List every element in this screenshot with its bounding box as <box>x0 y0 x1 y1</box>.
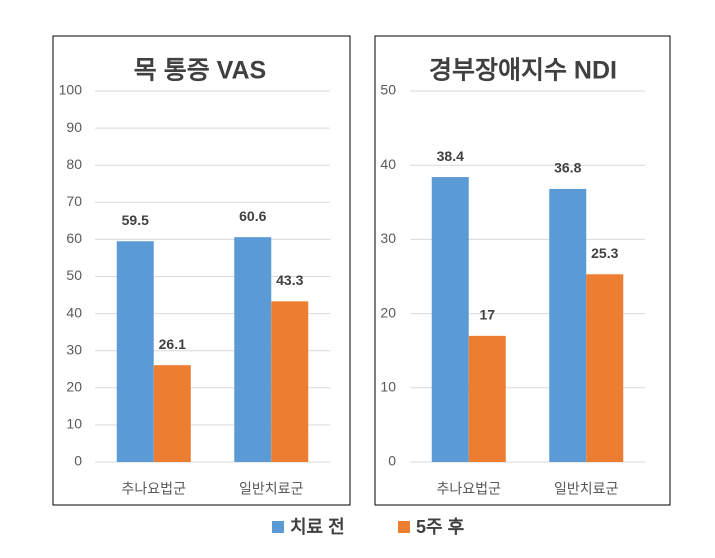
y-tick-label: 20 <box>380 304 396 320</box>
value-label: 26.1 <box>159 336 186 352</box>
bar <box>116 241 154 462</box>
y-tick-label: 30 <box>380 230 396 246</box>
bar <box>431 177 469 462</box>
bar <box>549 188 587 462</box>
bar <box>153 365 191 462</box>
y-tick-label: 100 <box>59 82 83 98</box>
y-tick-label: 20 <box>66 379 82 395</box>
y-tick-label: 0 <box>388 453 396 469</box>
legend-swatch <box>272 521 284 533</box>
x-tick-label: 일반치료군 <box>554 481 619 497</box>
bar <box>271 301 309 462</box>
y-tick-label: 50 <box>66 267 82 283</box>
x-tick-label: 추나요법군 <box>122 481 187 497</box>
value-label: 25.3 <box>591 245 618 261</box>
y-tick-label: 60 <box>66 230 82 246</box>
y-tick-label: 80 <box>66 156 82 172</box>
panel <box>374 35 671 506</box>
value-label: 38.4 <box>437 148 464 164</box>
value-label: 43.3 <box>276 272 303 288</box>
y-tick-label: 50 <box>380 82 396 98</box>
y-tick-label: 90 <box>66 119 82 135</box>
bar <box>468 335 506 462</box>
x-tick-label: 추나요법군 <box>437 481 502 497</box>
legend-swatch <box>398 521 410 533</box>
x-tick-label: 일반치료군 <box>239 481 304 497</box>
legend-label: 5주 후 <box>416 517 464 537</box>
value-label: 59.5 <box>122 212 149 228</box>
value-label: 17 <box>479 307 495 323</box>
legend-label: 치료 전 <box>290 517 345 537</box>
chart-title: 경부장애지수 NDI <box>429 57 617 85</box>
bar <box>234 237 272 462</box>
bar <box>586 274 624 462</box>
value-label: 60.6 <box>239 208 266 224</box>
y-tick-label: 70 <box>66 193 82 209</box>
chart-title: 목 통증 VAS <box>134 57 266 85</box>
y-tick-label: 10 <box>66 416 82 432</box>
value-label: 36.8 <box>554 160 581 176</box>
y-tick-label: 30 <box>66 341 82 357</box>
y-tick-label: 0 <box>74 453 82 469</box>
y-tick-label: 40 <box>380 156 396 172</box>
y-tick-label: 10 <box>380 379 396 395</box>
y-tick-label: 40 <box>66 304 82 320</box>
